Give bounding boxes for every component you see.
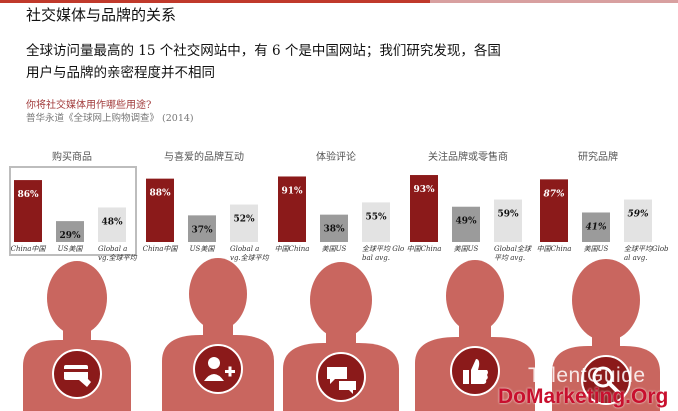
bar-label-1-2: 29% (59, 231, 81, 241)
bar-4-1 (410, 175, 438, 242)
category-label-2-3: vg.全球平均 (230, 254, 270, 262)
panel-title-1: 购买商品 (52, 150, 92, 163)
bar-label-3-1: 91% (281, 186, 303, 196)
bar-4-3 (494, 199, 522, 242)
page-title: 社交媒体与品牌的关系 (26, 6, 177, 24)
category-label-5-1: 中国China (537, 245, 572, 253)
bar-2-3 (230, 204, 258, 242)
silhouette-head (189, 258, 247, 330)
bar-3-3 (362, 202, 390, 242)
chat-bubble-right (339, 381, 356, 394)
hand-shape (79, 376, 91, 387)
bar-label-2-3: 52% (233, 215, 255, 225)
category-label-2-3: Global a (230, 245, 259, 253)
bar-1-2 (56, 221, 84, 242)
silhouette-head (310, 262, 372, 338)
thumbs-up-icon (463, 359, 488, 384)
credit-card-stripe (64, 369, 88, 372)
panel-title-2: 与喜爱的品牌互动 (164, 150, 244, 163)
bar-label-5-1: 87% (543, 189, 565, 199)
chat-bubbles-icon (327, 367, 356, 394)
bar-label-5-3: 59% (627, 210, 649, 220)
add-user-icon (204, 357, 235, 381)
panel-title-3: 体验评论 (316, 150, 356, 163)
category-label-3-1: 中国China (275, 245, 310, 253)
magnifier-icon (592, 366, 620, 394)
bar-1-3 (98, 207, 126, 242)
person-silhouette-1 (23, 261, 131, 411)
user-head (208, 357, 220, 369)
watermark-domarketing: DoMarketing.Org (498, 385, 669, 408)
top-rule (0, 0, 678, 3)
bar-2-2 (188, 215, 216, 242)
thumbs-up-shape (463, 359, 488, 384)
category-label-3-3: bal avg. (362, 254, 390, 262)
category-label-1-2: US美国 (58, 245, 84, 253)
category-label-1-3: Global a (98, 245, 127, 253)
page-subtitle-line-2: 用户与品牌的亲密程度并不相同 (26, 65, 215, 81)
watermark-talentguide: TalentGuide (528, 364, 646, 387)
magnifier-handle (607, 381, 620, 394)
plus-vertical (228, 366, 232, 377)
category-label-3-3: 全球平均 Glo (362, 245, 404, 253)
magnifier-lens (592, 366, 614, 388)
highlight-box (9, 166, 137, 256)
bar-label-1-3: 48% (101, 217, 123, 227)
category-label-2-2: US美国 (190, 245, 216, 253)
bar-1-1 (14, 180, 42, 242)
credit-card-icon (64, 365, 91, 387)
bar-label-5-2: 41% (585, 222, 607, 232)
bar-label-1-1: 86% (17, 190, 39, 200)
bar-label-3-3: 55% (365, 212, 387, 222)
icon-circle (193, 344, 243, 394)
credit-card-shape (64, 365, 88, 380)
bar-label-2-1: 88% (149, 189, 171, 199)
chat-bubble-left (327, 367, 347, 384)
category-label-5-2: 美国US (584, 245, 609, 253)
bar-5-2 (582, 212, 610, 242)
bar-label-4-3: 59% (497, 210, 519, 220)
category-label-4-3: 平均 avg. (494, 254, 525, 262)
category-label-2-1: China中国 (143, 245, 179, 253)
category-label-4-2: 美国US (454, 245, 479, 253)
silhouette-head (47, 261, 107, 335)
category-label-1-3: vg.全球平均 (98, 254, 138, 262)
page-subtitle-line-1: 全球访问量最高的 15 个社交网站中，有 6 个是中国网站；我们研究发现，各国 (26, 43, 501, 59)
category-label-5-3: 全球平均Glob (624, 245, 669, 253)
top-rule-accent (430, 0, 678, 3)
survey-source: 普华永道《全球网上购物调查》 (2014) (26, 113, 194, 124)
person-silhouette-2 (162, 258, 274, 411)
bar-5-1 (540, 179, 568, 242)
category-label-1-1: China中国 (11, 245, 47, 253)
category-label-3-2: 美国US (322, 245, 347, 253)
bar-3-2 (320, 214, 348, 242)
bar-2-1 (146, 178, 174, 242)
bar-label-2-2: 37% (191, 225, 213, 235)
silhouette-head (572, 259, 640, 341)
category-label-4-3: Global全球 (494, 245, 532, 253)
bar-3-1 (278, 176, 306, 242)
silhouette-head (446, 260, 504, 332)
category-label-5-3: al avg. (624, 254, 647, 262)
bar-label-4-2: 49% (455, 217, 477, 227)
category-label-4-1: 中国China (407, 245, 442, 253)
bar-4-2 (452, 206, 480, 242)
bar-label-4-1: 93% (413, 185, 435, 195)
user-body (204, 374, 224, 381)
survey-question: 你将社交媒体用作哪些用途? (26, 100, 152, 111)
person-silhouette-5 (552, 259, 660, 411)
bar-label-3-2: 38% (323, 225, 345, 235)
panel-title-4: 关注品牌或零售商 (428, 150, 508, 163)
panel-title-5: 研究品牌 (578, 150, 618, 163)
bar-5-3 (624, 199, 652, 242)
